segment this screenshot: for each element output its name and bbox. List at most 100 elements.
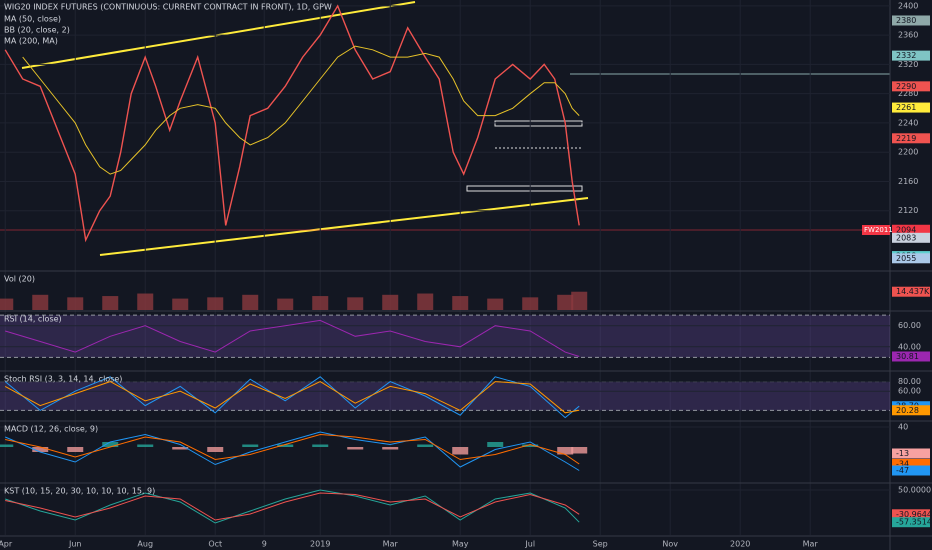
pane-title: KST (10, 15, 20, 30, 10, 10, 10, 15, 9) <box>4 487 155 496</box>
bar <box>172 298 189 310</box>
price-badge-label: 2332 <box>896 51 916 60</box>
bar <box>102 442 119 447</box>
bar <box>277 298 294 310</box>
y-tick-label: 50.0000 <box>898 486 931 495</box>
price-badge-label: -34 <box>896 460 909 469</box>
y-tick-label: 2160 <box>898 177 918 186</box>
price-badge <box>892 286 930 297</box>
bar <box>67 447 84 452</box>
bar <box>347 447 364 450</box>
pane-title: WIG20 INDEX FUTURES (CONTINUOUS: CURRENT… <box>4 3 332 12</box>
band <box>0 315 890 358</box>
price-badge <box>892 459 930 469</box>
y-tick-label: 2240 <box>898 118 918 127</box>
zone <box>494 120 583 127</box>
bar <box>487 298 504 310</box>
bar <box>242 444 259 447</box>
price-badge <box>892 102 930 113</box>
bar <box>347 297 364 310</box>
bar <box>32 294 49 310</box>
x-tick-label: Nov <box>662 540 678 549</box>
bar <box>137 293 154 310</box>
price-badge-label: 2083 <box>896 233 916 242</box>
series-line <box>5 319 580 357</box>
series-line <box>5 433 580 465</box>
price-badge-label: 2261 <box>896 103 916 112</box>
price-badge <box>892 50 930 61</box>
bar <box>382 447 399 450</box>
price-badge-label: -30.9644 <box>896 510 932 519</box>
bar <box>102 296 119 310</box>
series-line <box>22 45 580 175</box>
price-badge-label: -57.3514 <box>896 518 932 527</box>
bar <box>382 294 399 310</box>
bar <box>207 297 224 310</box>
x-tick-label: Oct <box>208 540 222 549</box>
x-tick-label: Aug <box>137 540 153 549</box>
y-tick-label: 40 <box>898 423 908 432</box>
price-badge-label: 2290 <box>896 82 916 91</box>
price-badge <box>892 517 930 528</box>
price-badge <box>892 15 930 26</box>
series-line <box>4 4 580 243</box>
price-badge-label: 2055 <box>896 254 916 263</box>
price-badge <box>892 232 930 243</box>
bar <box>67 297 84 310</box>
indicator-label: MA (200, MA) <box>4 37 58 46</box>
pane-title: Stoch RSI (3, 3, 14, 14, close) <box>4 375 122 384</box>
bar <box>557 447 574 455</box>
series-line <box>5 431 580 471</box>
zone <box>466 185 583 192</box>
y-tick-label: 2200 <box>898 148 918 157</box>
series-line <box>5 492 580 521</box>
bar <box>571 447 588 454</box>
price-badge-label: 2219 <box>896 134 916 143</box>
price-badge <box>892 133 930 144</box>
bar <box>417 293 434 310</box>
price-badge <box>892 465 930 476</box>
x-tick-label: May <box>452 540 469 549</box>
x-tick-label: Jul <box>524 540 535 549</box>
indicator-label: BB (20, close, 2) <box>4 26 70 35</box>
price-badge-label: 20.28 <box>896 406 919 415</box>
trend-line <box>99 197 589 256</box>
price-badge-label: 14.437K <box>896 287 930 296</box>
x-tick-label: Mar <box>383 540 399 549</box>
y-tick-label: 60.00 <box>898 387 921 396</box>
x-tick-label: 2019 <box>310 540 330 549</box>
y-tick-label: 60.00 <box>898 321 921 330</box>
bar <box>487 442 504 447</box>
bar <box>571 291 588 310</box>
bar <box>522 297 539 310</box>
y-tick-label: 40.00 <box>898 342 921 351</box>
x-tick-label: Mar <box>803 540 819 549</box>
bar <box>32 447 49 452</box>
band <box>0 381 890 411</box>
series-line <box>4 381 580 414</box>
y-tick-label: 2360 <box>898 31 918 40</box>
price-badge-label: -47 <box>896 466 909 475</box>
bar <box>452 447 469 455</box>
pane-title: RSI (14, close) <box>4 315 62 324</box>
price-badge-label: 30.81 <box>896 352 919 361</box>
price-badge <box>892 81 930 92</box>
x-tick-label: Jun <box>68 540 82 549</box>
price-badge-label: -13 <box>896 449 909 458</box>
y-tick-label: 80.00 <box>898 377 921 386</box>
x-tick-label: 9 <box>262 540 267 549</box>
price-badge <box>892 351 930 362</box>
price-badge-label: 2094 <box>896 225 916 234</box>
bar <box>0 298 14 310</box>
bar <box>0 444 14 447</box>
price-badge-label: 2380 <box>896 16 916 25</box>
price-badge <box>892 253 930 264</box>
bar <box>277 444 294 447</box>
series-line <box>5 489 580 524</box>
price-badge <box>892 509 930 520</box>
x-tick-label: 2020 <box>730 540 750 549</box>
bar <box>312 296 329 310</box>
series-line <box>4 376 580 419</box>
y-tick-label: 2280 <box>898 89 918 98</box>
